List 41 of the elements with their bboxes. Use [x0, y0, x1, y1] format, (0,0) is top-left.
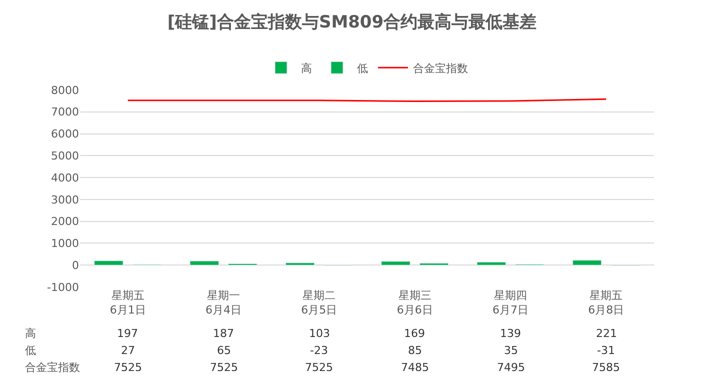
data-label: 139: [500, 327, 521, 340]
data-label: 7485: [401, 361, 429, 374]
legend-label: 低: [357, 62, 368, 75]
data-label: 103: [309, 327, 330, 340]
data-label: 197: [117, 327, 138, 340]
data-label: -31: [597, 344, 615, 357]
data-label: 65: [217, 344, 231, 357]
legend-label: 高: [301, 62, 312, 75]
y-tick-label: -1000: [47, 280, 79, 294]
data-label: 7525: [114, 361, 142, 374]
data-label: 221: [596, 327, 617, 340]
data-label: 27: [121, 344, 135, 357]
y-tick-label: 5000: [51, 150, 79, 163]
text: 低: [25, 344, 36, 357]
data-label: 7495: [497, 361, 525, 374]
data-label: 7525: [210, 361, 238, 374]
x-tick-label: 星期三 6月6日: [396, 289, 433, 316]
data-label: 187: [213, 327, 234, 340]
x-tick-label: 星期一 6月4日: [206, 289, 242, 316]
legend-label: 合金宝指数: [413, 62, 468, 75]
y-tick-label: 6000: [51, 128, 79, 141]
data-label: 35: [504, 344, 518, 357]
x-tick-label: 星期五 6月8日: [588, 289, 624, 316]
data-label: 85: [408, 344, 422, 357]
y-tick-label: 7000: [51, 106, 79, 119]
chart-title: [硅锰]合金宝指数与SM809合约最高与最低基差: [167, 12, 537, 32]
data-label: 7585: [592, 361, 620, 374]
data-label: 7525: [305, 361, 333, 374]
y-tick-label: 2000: [51, 215, 79, 228]
y-tick-label: 0: [72, 258, 79, 272]
text: 合金宝指数: [25, 361, 80, 374]
text: 高: [25, 327, 36, 340]
y-tick-label: 4000: [51, 171, 79, 184]
x-tick-label: 星期五 6月1日: [110, 289, 146, 316]
y-tick-label: 1000: [51, 237, 79, 250]
y-tick-label: 3000: [51, 193, 79, 206]
y-tick-label: 8000: [51, 84, 79, 97]
x-tick-label: 星期二 6月5日: [301, 289, 338, 316]
data-label: -23: [310, 344, 328, 357]
data-label: 169: [404, 327, 425, 340]
x-tick-label: 星期四 6月7日: [492, 289, 528, 316]
